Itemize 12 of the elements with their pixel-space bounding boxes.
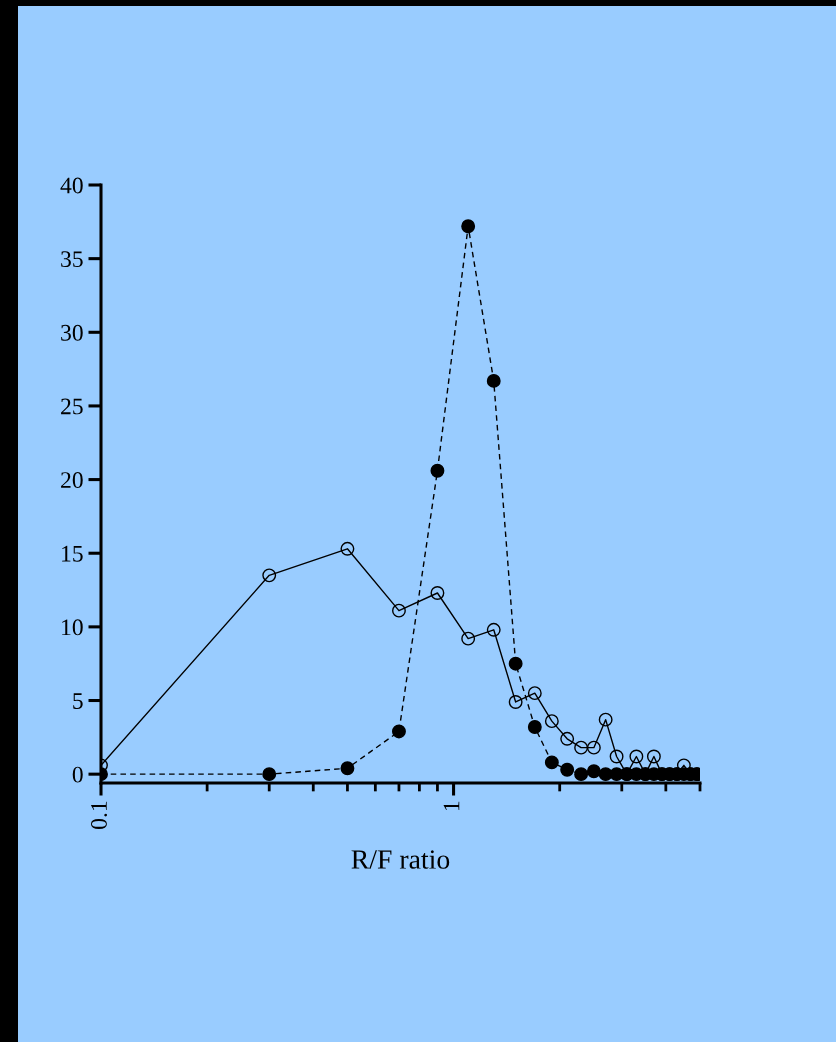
y-tick-label: 25 <box>61 398 83 415</box>
x-tick-label: 1 <box>443 801 460 811</box>
y-tick-label: 10 <box>62 619 83 636</box>
y-tick-label: 40 <box>60 177 83 194</box>
x-tick-label: 0.1 <box>90 801 108 829</box>
y-tick-label: 0 <box>72 766 83 783</box>
y-tick-label: 20 <box>61 472 83 489</box>
y-tick-label: 35 <box>61 251 83 268</box>
y-tick-label: 5 <box>73 693 83 709</box>
y-tick-label: 15 <box>62 545 83 562</box>
x-axis-title: R/F ratio <box>351 850 450 869</box>
y-tick-label: 30 <box>61 324 83 341</box>
